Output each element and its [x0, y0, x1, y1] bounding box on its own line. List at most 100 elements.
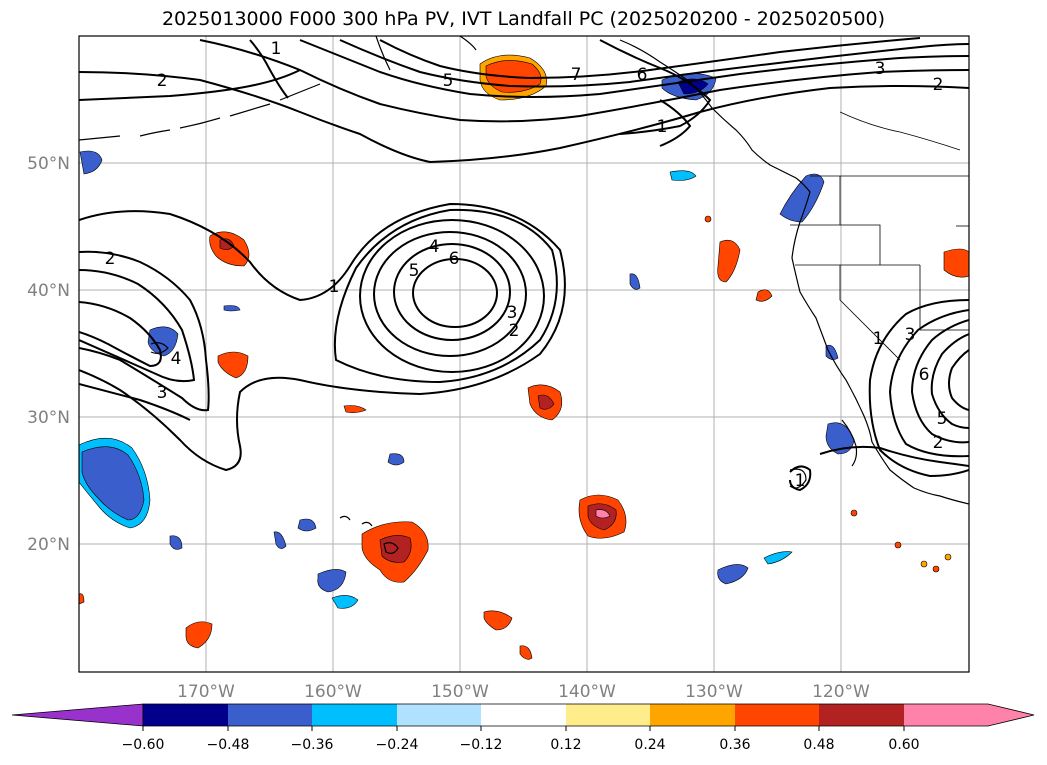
coastline-aleutians [79, 83, 321, 141]
colorbar-bin [566, 704, 650, 726]
contour-east-1 [868, 299, 969, 478]
political-borders [790, 111, 969, 361]
neg-region-nw-edge [79, 150, 103, 175]
neg-region-sw-core [81, 446, 145, 521]
colorbar-bin [650, 704, 735, 726]
contour-low-ring-6 [412, 258, 498, 328]
contour-jet-2 [199, 39, 969, 123]
lat-label: 50°N [27, 154, 70, 174]
map-title: 2025013000 F000 300 hPa PV, IVT Landfall… [161, 8, 886, 30]
contour-east-2 [888, 309, 969, 458]
contour-label: 2 [933, 433, 944, 453]
colorbar-tick-label: 0.24 [634, 737, 665, 753]
contour-west-3b [79, 383, 191, 421]
contour-label: 2 [509, 321, 520, 341]
contour-low-ring-4 [373, 231, 527, 357]
lon-label: 120°W [812, 682, 870, 702]
coastline-hawaii-big-island [383, 542, 399, 554]
coastline-alaska-a [375, 36, 391, 71]
neg-region-170w-36n [147, 326, 179, 357]
neg-region-126w-18n [763, 551, 793, 565]
lon-label: 170°W [177, 682, 235, 702]
pos-region-dot-6 [944, 553, 952, 561]
contour-labels: 1 2 5 7 6 3 2 1 2 1 4 5 6 3 2 4 3 1 3 6 [105, 39, 948, 491]
contour-label: 3 [875, 59, 886, 79]
border-or [790, 224, 881, 265]
contour-label: 7 [571, 65, 582, 85]
contour-label: 4 [429, 237, 440, 257]
contour-jet-4 [339, 39, 969, 88]
gridlines [79, 36, 969, 672]
contour-label: 1 [271, 39, 282, 59]
neg-region-sliver [223, 305, 241, 312]
contour-label: 5 [443, 71, 454, 91]
coastline-alaska-b [459, 36, 477, 51]
contour-jet-1 [79, 71, 969, 164]
contour-label: 2 [157, 71, 168, 91]
contour-label: 5 [937, 409, 948, 429]
colorbar-bin [481, 704, 566, 726]
map-panel: 1 2 5 7 6 3 2 1 2 1 4 5 6 3 2 4 3 1 3 6 [78, 35, 970, 673]
coastline-hawaii-maui [361, 521, 373, 527]
lat-label: 20°N [27, 535, 70, 555]
contour-label: 5 [409, 261, 420, 281]
colorbar-bin [312, 704, 397, 726]
colorbar-bin [735, 704, 819, 726]
lat-label: 30°N [27, 408, 70, 428]
pv-contours [79, 37, 969, 492]
pos-region-167w-35n [217, 351, 249, 379]
contour-nw-1 [249, 39, 289, 99]
contour-west-4 [79, 301, 162, 368]
neg-region-hi-sw [331, 595, 359, 609]
colorbar-tick-label: 0.36 [719, 737, 750, 753]
pos-region-dot-5 [932, 565, 940, 573]
neg-region-160w-22n [297, 518, 317, 532]
contour-label: 6 [449, 249, 460, 269]
latitude-labels: 50°N 40°N 30°N 20°N [27, 154, 70, 555]
pos-region-west-edge [79, 593, 85, 605]
pos-region-144w-31n-core [537, 394, 555, 410]
border-ca-nv [839, 265, 901, 361]
lat-label: 40°N [27, 281, 70, 301]
contour-jet-5 [379, 37, 921, 80]
colorbar-tick-label: −0.60 [122, 737, 165, 753]
contour-label: 3 [507, 303, 518, 323]
contour-east-5 [930, 333, 969, 429]
colorbar-tick-label: 0.12 [550, 737, 581, 753]
contour-nw-2 [79, 69, 301, 101]
border-canada-internal [839, 111, 961, 151]
neg-region-wa-coast [779, 173, 825, 223]
contour-west-3 [79, 269, 196, 383]
lon-label: 140°W [558, 682, 616, 702]
pos-region-127w-39n [755, 289, 773, 302]
neg-region-130w-17n [717, 564, 749, 585]
neg-region-25n [387, 453, 405, 466]
contour-jet-3 [299, 39, 969, 98]
colorbar-bin [397, 704, 481, 726]
neg-region-pnw-offshore [669, 170, 697, 181]
coastline-hawaii-oahu [339, 515, 351, 521]
longitude-labels: 170°W 160°W 150°W 140°W 130°W 120°W [177, 682, 870, 702]
contour-label: 1 [657, 117, 668, 137]
pos-region-157w-29n [343, 405, 367, 413]
contour-label: 4 [171, 349, 182, 369]
lon-label: 160°W [304, 682, 362, 702]
contour-label: 6 [919, 365, 930, 385]
map-frame [78, 35, 970, 673]
colorbar-bin [819, 704, 904, 726]
neg-region-162w-20n [273, 531, 287, 549]
colorbar-tick-label: −0.24 [376, 737, 419, 753]
pos-region-dot-1 [704, 215, 712, 223]
colorbar-extend-max [904, 704, 1034, 726]
contour-ak-1 [659, 99, 692, 147]
contour-label: 1 [795, 471, 806, 491]
border-ut-az [919, 265, 969, 331]
contour-label: 3 [157, 383, 168, 403]
lon-label: 130°W [685, 682, 743, 702]
pos-region-east-edge [943, 248, 969, 278]
contour-east-6 [948, 349, 969, 411]
colorbar-extend-min [11, 703, 144, 727]
neg-region-pac-40n [629, 273, 641, 290]
pos-region-139w-22n-peak [595, 509, 611, 519]
